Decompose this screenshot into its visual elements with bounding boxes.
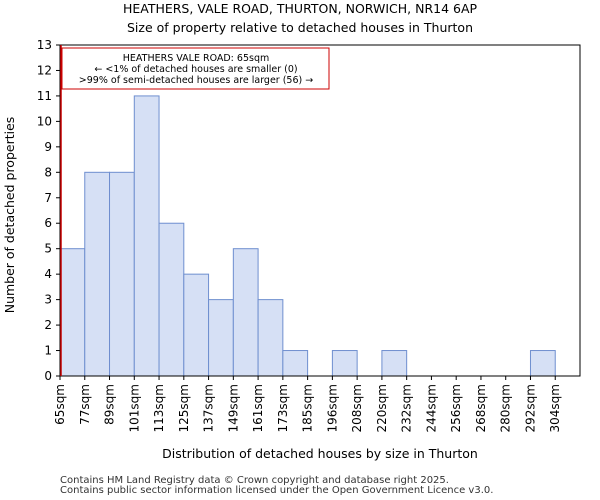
y-tick-label: 9 (44, 140, 52, 154)
annotation-frame (61, 47, 330, 90)
y-axis-label: Number of detached properties (2, 117, 17, 314)
bar-89sqm (109, 171, 135, 377)
x-tick-label: 137sqm (202, 384, 216, 432)
annotation-line-2: ← <1% of detached houses are smaller (0) (94, 64, 297, 75)
y-tick-label: 8 (44, 165, 52, 179)
x-tick-label: 304sqm (548, 384, 562, 432)
y-tick-label: 2 (44, 318, 52, 332)
y-tick-label: 3 (44, 293, 52, 307)
x-tick-label: 256sqm (449, 384, 463, 432)
bar-125sqm (183, 273, 210, 377)
x-tick-label: 232sqm (400, 384, 414, 432)
bar-149sqm (232, 248, 259, 377)
annotation-box: HEATHERS VALE ROAD: 65sqm ← <1% of detac… (61, 47, 330, 90)
y-tick-label: 12 (37, 63, 52, 77)
bars-group (59, 95, 556, 377)
bar-292sqm (529, 350, 556, 377)
y-tick-label: 7 (44, 191, 52, 205)
annotation-line-1: HEATHERS VALE ROAD: 65sqm (123, 53, 269, 64)
chart-title: HEATHERS, VALE ROAD, THURTON, NORWICH, N… (123, 1, 478, 16)
x-tick-label: 292sqm (523, 384, 537, 432)
chart-subtitle: Size of property relative to detached ho… (127, 20, 473, 35)
x-tick-label: 113sqm (152, 384, 166, 432)
x-tick-label: 65sqm (53, 384, 67, 425)
x-tick-label: 101sqm (127, 384, 141, 432)
bar-113sqm (158, 222, 185, 377)
y-tick-label: 1 (44, 344, 52, 358)
y-tick-label: 6 (44, 216, 52, 230)
x-tick-label: 268sqm (474, 384, 488, 432)
x-tick-label: 89sqm (103, 384, 117, 425)
bar-101sqm (133, 95, 160, 377)
bar-196sqm (331, 350, 358, 377)
x-axis-ticks: 65sqm 77sqm 89sqm 101sqm 113sqm 125sqm 137sqm 1… (53, 376, 562, 432)
x-tick-label: 208sqm (350, 384, 364, 432)
bar-65sqm (59, 248, 86, 377)
x-tick-label: 280sqm (499, 384, 513, 432)
x-tick-label: 149sqm (226, 384, 240, 432)
bar-173sqm (282, 350, 309, 377)
plot-frame (59, 44, 581, 377)
x-tick-label: 77sqm (78, 384, 92, 425)
x-tick-label: 185sqm (301, 384, 315, 432)
y-tick-label: 10 (37, 114, 52, 128)
x-tick-label: 173sqm (276, 384, 290, 432)
y-tick-label: 13 (37, 38, 52, 52)
footer-line-2: Contains public sector information licen… (60, 485, 494, 496)
bar-77sqm (84, 171, 111, 377)
bar-161sqm (257, 299, 284, 377)
x-tick-label: 244sqm (424, 384, 438, 432)
y-tick-label: 0 (44, 369, 52, 383)
bar-220sqm (381, 350, 408, 377)
annotation-line-3: >99% of semi-detached houses are larger … (79, 75, 313, 86)
x-tick-label: 161sqm (251, 384, 265, 432)
x-tick-label: 125sqm (177, 384, 191, 432)
y-tick-label: 4 (44, 267, 52, 281)
x-tick-label: 196sqm (325, 384, 339, 432)
y-tick-label: 11 (37, 89, 52, 103)
bar-137sqm (208, 299, 234, 377)
x-tick-label: 220sqm (375, 384, 389, 432)
x-axis-label: Distribution of detached houses by size … (162, 446, 478, 461)
footer-line-1: Contains HM Land Registry data © Crown c… (60, 475, 449, 486)
y-tick-label: 5 (44, 242, 52, 256)
